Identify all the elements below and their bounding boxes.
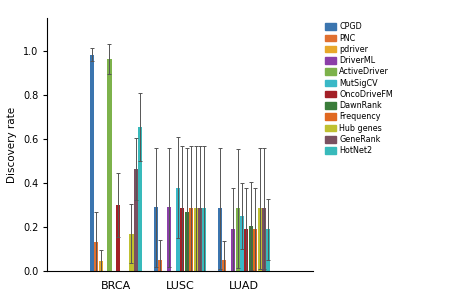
Bar: [189, 209, 193, 271]
Y-axis label: Discovery rate: Discovery rate: [8, 107, 18, 183]
Bar: [90, 55, 94, 271]
Bar: [231, 229, 235, 271]
Bar: [222, 260, 227, 271]
Bar: [134, 169, 138, 271]
Bar: [94, 242, 98, 271]
Bar: [218, 209, 222, 271]
Legend: CPGD, PNC, pdriver, DriverML, ActiveDriver, MutSigCV, OncoDriveFM, DawnRank, Fre: CPGD, PNC, pdriver, DriverML, ActiveDriv…: [322, 20, 395, 158]
Bar: [99, 261, 103, 271]
Bar: [202, 209, 206, 271]
Bar: [185, 212, 189, 271]
Bar: [108, 59, 111, 271]
Bar: [249, 226, 253, 271]
Bar: [129, 234, 134, 271]
Bar: [193, 209, 198, 271]
Bar: [262, 209, 266, 271]
Bar: [180, 209, 184, 271]
Bar: [198, 209, 202, 271]
Bar: [154, 207, 158, 271]
Bar: [116, 205, 120, 271]
Bar: [138, 127, 142, 271]
Bar: [167, 207, 171, 271]
Bar: [266, 229, 270, 271]
Bar: [236, 209, 239, 271]
Bar: [244, 229, 248, 271]
Bar: [240, 216, 244, 271]
Bar: [257, 209, 262, 271]
Bar: [158, 260, 162, 271]
Bar: [253, 229, 257, 271]
Bar: [176, 188, 180, 271]
